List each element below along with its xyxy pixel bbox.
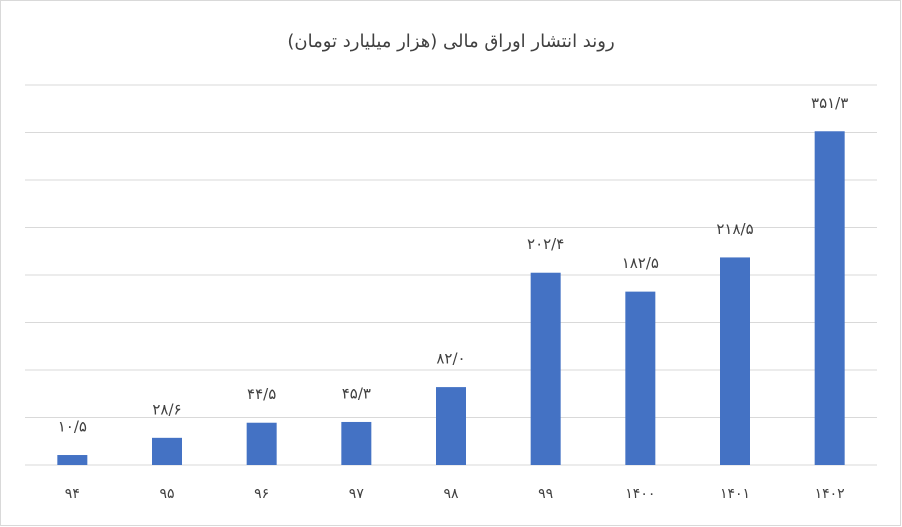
bar [246,422,277,465]
data-label: ۸۲/۰ [436,350,465,368]
chart-title: روند انتشار اوراق مالی (هزار میلیارد توم… [287,31,614,52]
x-tick-label: ۱۴۰۰ [625,486,655,502]
bar [436,387,466,465]
x-tick-label: ۹۷ [349,486,365,502]
x-tick-label: ۹۶ [254,486,269,502]
bar [530,272,561,465]
data-label: ۱۰/۵ [58,418,87,436]
x-tick-label: ۱۴۰۲ [815,486,845,502]
bar [341,421,372,465]
data-label: ۴۴/۵ [247,385,276,403]
data-label: ۲۰۲/۴ [527,235,564,253]
bar [57,455,88,465]
data-label: ۴۵/۳ [342,384,371,402]
x-tick-label: ۹۵ [159,486,174,502]
data-label: ۳۵۱/۳ [811,94,848,112]
data-label: ۱۸۲/۵ [622,254,659,272]
x-tick-label: ۱۴۰۱ [720,486,750,502]
x-tick-label: ۹۴ [65,486,80,502]
x-tick-label: ۹۹ [538,486,553,502]
bar [720,257,750,465]
bar [152,437,182,465]
bar [625,291,656,465]
bar [814,131,845,465]
x-tick-label: ۹۸ [443,486,459,502]
data-label: ۲۸/۶ [152,400,181,418]
data-label: ۲۱۸/۵ [716,220,753,238]
